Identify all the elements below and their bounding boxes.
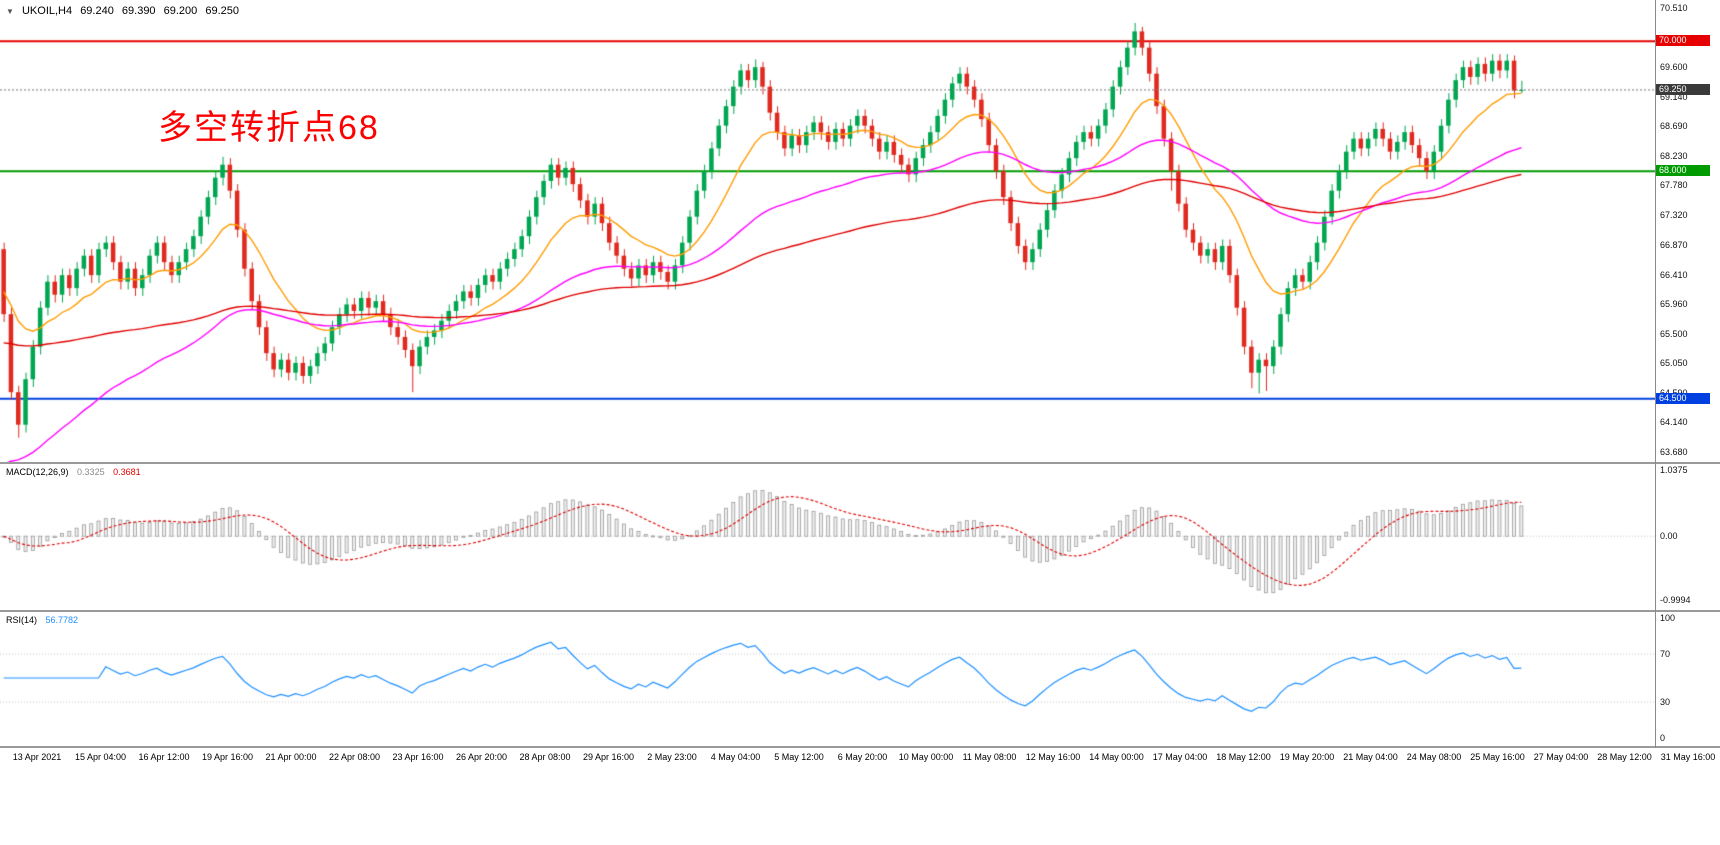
close-value: 69.250 — [205, 5, 239, 17]
price-axis-label: 63.680 — [1660, 447, 1688, 457]
rsi-indicator-pane: 100 70 30 0 RSI(14) 56.7782 — [0, 612, 1720, 746]
chart-annotation-text: 多空转折点68 — [158, 109, 380, 147]
time-axis-label: 28 Apr 08:00 — [519, 752, 571, 762]
panel-separator[interactable] — [0, 610, 1720, 612]
time-axis-label: 5 May 12:00 — [774, 752, 824, 762]
time-axis-label: 18 May 12:00 — [1216, 752, 1271, 762]
time-axis-label: 28 May 12:00 — [1597, 752, 1652, 762]
time-axis-label: 24 May 08:00 — [1406, 752, 1462, 762]
panel-separator[interactable] — [0, 462, 1720, 464]
time-axis-label: 19 Apr 16:00 — [201, 752, 254, 762]
macd-header: MACD(12,26,9) 0.3325 0.3681 — [6, 467, 141, 477]
time-axis-label: 2 May 23:00 — [647, 752, 697, 762]
macd-chart-canvas[interactable] — [0, 464, 1655, 610]
price-axis-divider — [1655, 0, 1656, 748]
price-axis-label: 64.140 — [1660, 417, 1688, 428]
rsi-chart-canvas[interactable] — [0, 612, 1655, 746]
macd-axis-label: 1.0375 — [1660, 465, 1688, 475]
price-axis-label: 68.230 — [1660, 151, 1688, 162]
time-axis-label: 17 May 04:00 — [1152, 752, 1208, 762]
price-axis-label: 67.320 — [1660, 210, 1688, 221]
price-level-badge: 64.500 — [1656, 392, 1710, 404]
rsi-axis-label: 30 — [1660, 697, 1671, 707]
time-axis-label: 14 May 00:00 — [1089, 752, 1144, 762]
macd-indicator-pane: 1.0375 0.00 -0.9994 MACD(12,26,9) 0.3325 0… — [0, 464, 1720, 610]
price-axis-label: 70.510 — [1660, 3, 1688, 13]
high-value: 69.390 — [121, 5, 156, 17]
price-axis-label: 65.960 — [1660, 298, 1688, 309]
time-axis-label: 26 Apr 20:00 — [455, 752, 508, 762]
time-axis-label: 25 May 16:00 — [1470, 752, 1525, 762]
symbol-period-label: UKOIL,H4 — [21, 5, 73, 17]
time-axis-label: 6 May 20:00 — [837, 752, 888, 762]
time-axis-label: 19 May 20:00 — [1279, 752, 1335, 762]
price-level-badge: 68.000 — [1656, 165, 1710, 177]
time-axis-label: 29 Apr 16:00 — [582, 752, 635, 762]
macd-signal-value: 0.3681 — [113, 467, 141, 477]
time-axis-label: 31 May 16:00 — [1660, 752, 1716, 762]
open-value: 69.240 — [80, 5, 114, 17]
price-axis-label: 65.500 — [1660, 328, 1688, 339]
price-axis[interactable]: 70.510 69.600 69.140 68.690 68.230 67.780 67.3… — [1655, 0, 1720, 462]
macd-axis[interactable]: 1.0375 0.00 -0.9994 — [1655, 464, 1720, 610]
price-axis-label: 69.140 — [1660, 92, 1688, 103]
time-axis-label: 23 Apr 16:00 — [392, 752, 444, 762]
rsi-axis[interactable]: 100 70 30 0 — [1655, 612, 1720, 746]
macd-axis-label: 0.00 — [1660, 531, 1678, 542]
low-value: 69.200 — [163, 5, 198, 17]
price-axis-label: 66.870 — [1660, 239, 1688, 250]
rsi-axis-label: 100 — [1660, 613, 1676, 623]
price-axis-label: 68.690 — [1660, 121, 1688, 132]
time-axis-label: 10 May 00:00 — [898, 752, 954, 762]
collapse-arrow-icon[interactable]: ▼ — [6, 7, 14, 16]
time-axis-label: 27 May 04:00 — [1533, 752, 1589, 762]
price-chart-canvas[interactable] — [0, 0, 1655, 462]
price-axis-label: 65.050 — [1660, 357, 1688, 368]
time-axis-label: 12 May 16:00 — [1025, 752, 1081, 762]
price-axis-label: 67.780 — [1660, 180, 1688, 191]
main-chart-pane: 70.510 69.600 69.140 68.690 68.230 67.780 67.3… — [0, 0, 1720, 462]
rsi-value: 56.7782 — [45, 615, 79, 625]
price-axis-label: 66.410 — [1660, 269, 1688, 280]
rsi-axis-label: 0 — [1660, 733, 1666, 743]
macd-title: MACD(12,26,9) — [6, 467, 69, 477]
symbol-ohlc-header: ▼ UKOIL,H4 69.240 69.390 69.200 69.250 — [6, 5, 244, 17]
time-axis-label: 22 Apr 08:00 — [328, 752, 381, 762]
price-axis-label: 69.600 — [1660, 62, 1688, 73]
price-level-badge: 70.000 — [1656, 35, 1710, 47]
time-axis[interactable]: 13 Apr 2021 15 Apr 04:00 16 Apr 12:00 19 Ap… — [0, 748, 1720, 768]
time-axis-label: 11 May 08:00 — [962, 752, 1017, 762]
time-axis-label: 16 Apr 12:00 — [138, 752, 190, 762]
time-axis-label: 13 Apr 2021 — [12, 752, 62, 762]
macd-main-value: 0.3325 — [77, 467, 105, 477]
rsi-title: RSI(14) — [6, 615, 38, 625]
time-axis-label: 21 Apr 00:00 — [265, 752, 317, 762]
rsi-header: RSI(14) 56.7782 — [6, 615, 78, 625]
macd-axis-label: -0.9994 — [1660, 595, 1691, 605]
price-level-badge: 69.250 — [1656, 83, 1710, 95]
time-axis-label: 21 May 04:00 — [1343, 752, 1398, 762]
panel-separator[interactable] — [0, 746, 1720, 748]
time-axis-label: 15 Apr 04:00 — [74, 752, 127, 762]
time-axis-label: 4 May 04:00 — [710, 752, 761, 762]
rsi-axis-label: 70 — [1660, 649, 1671, 659]
